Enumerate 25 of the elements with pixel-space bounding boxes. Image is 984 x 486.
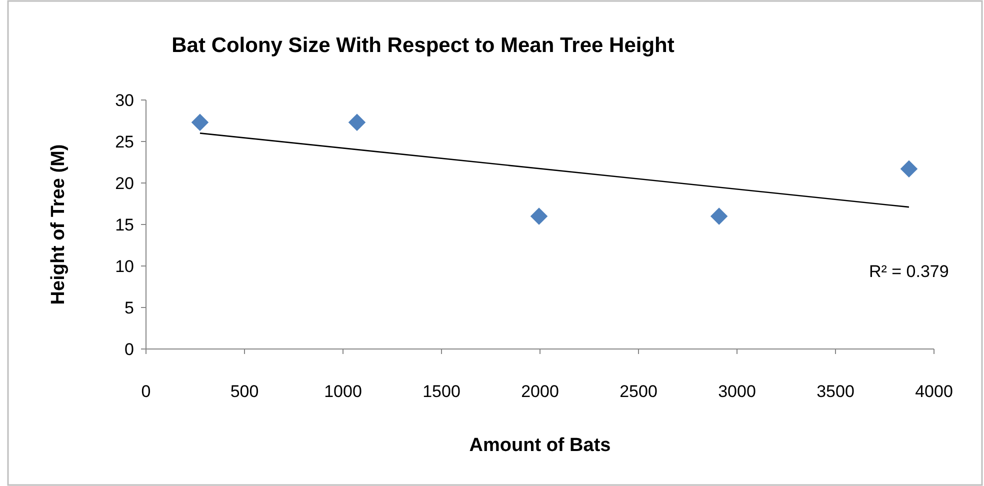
x-tick-label: 0 <box>141 382 151 401</box>
y-tick-label: 20 <box>115 174 134 193</box>
point <box>900 160 918 178</box>
y-tick-label: 30 <box>115 90 134 110</box>
point <box>530 208 548 225</box>
chart-title: Bat Colony Size With Respect to Mean Tree Height <box>172 34 674 57</box>
point <box>191 114 209 132</box>
x-tick-label: 1000 <box>324 382 362 401</box>
x-axis-title: Amount of Bats <box>469 435 611 456</box>
y-tick-label: 0 <box>124 340 134 359</box>
x-tick-label: 3000 <box>718 382 756 401</box>
x-tick-label: 500 <box>230 382 259 401</box>
y-tick-label: 25 <box>115 132 134 152</box>
x-tick-label: 2000 <box>521 382 559 401</box>
annotation: R² = 0.379 <box>868 262 949 281</box>
x-tick-label: 4000 <box>915 382 953 401</box>
y-tick-label: 15 <box>115 215 134 234</box>
y-axis-title: Height of Tree (M) <box>48 144 69 305</box>
x-tick-label: 1500 <box>422 382 460 401</box>
y-tick-label: 10 <box>115 256 134 276</box>
y-tick-label: 5 <box>124 298 134 318</box>
x-tick-label: 3500 <box>816 382 854 401</box>
x-tick-label: 2500 <box>620 382 658 401</box>
point <box>710 208 728 225</box>
point <box>348 114 366 132</box>
